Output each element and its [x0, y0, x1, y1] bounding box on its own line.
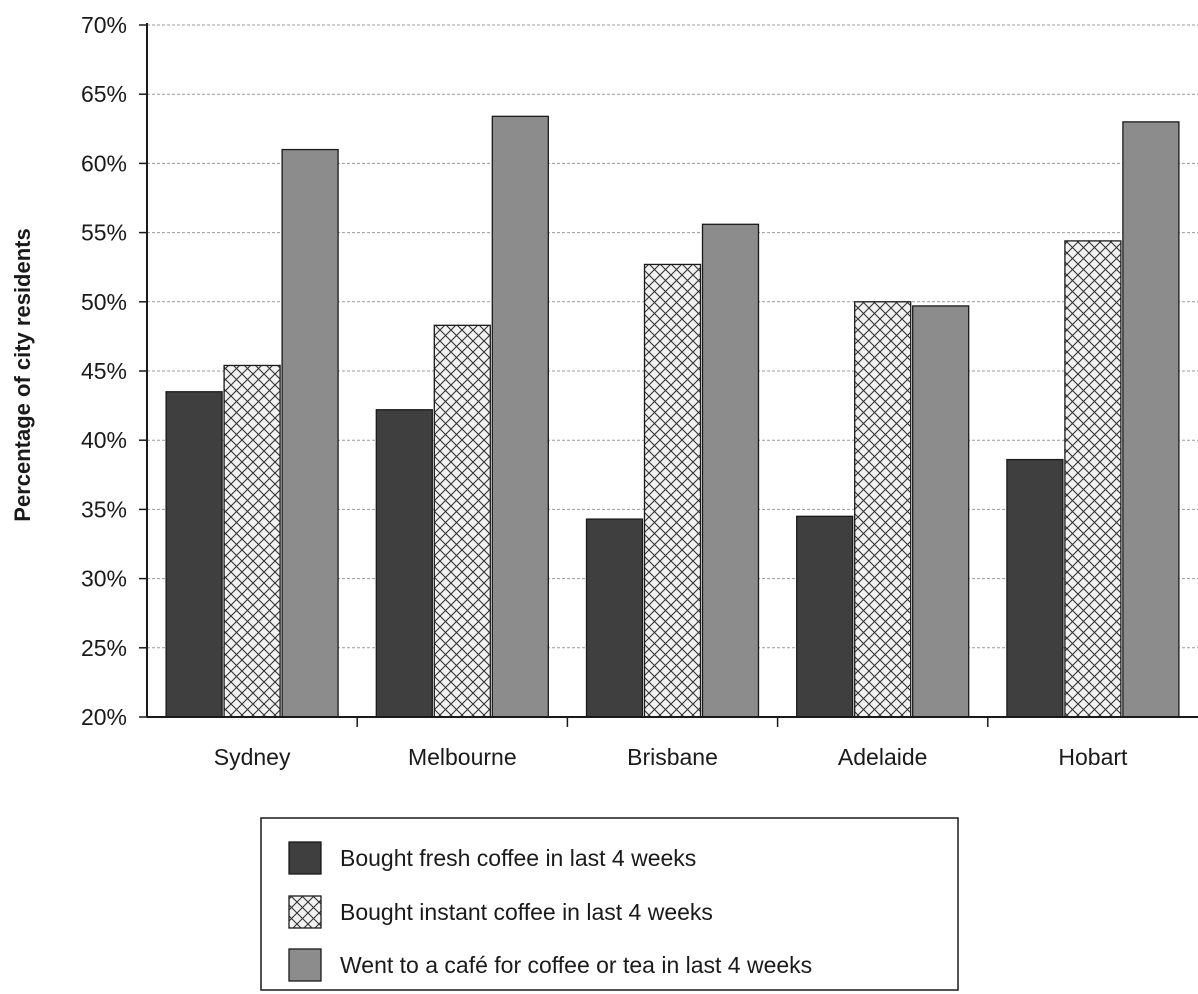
bars: [166, 116, 1179, 717]
y-tick-label: 55%: [81, 220, 127, 246]
y-tick-label: 20%: [81, 704, 127, 730]
bar: [645, 264, 701, 717]
y-tick-label: 70%: [81, 12, 127, 38]
y-tick-label: 50%: [81, 289, 127, 315]
legend-label: Bought fresh coffee in last 4 weeks: [340, 845, 696, 871]
legend-swatch: [289, 949, 321, 981]
y-tick-label: 30%: [81, 566, 127, 592]
legend: Bought fresh coffee in last 4 weeks Bough…: [261, 818, 958, 990]
y-tick-label: 60%: [81, 150, 127, 176]
x-category-label: Brisbane: [627, 744, 718, 770]
bar: [224, 365, 280, 717]
y-tick-labels: 20% 25% 30% 35% 40% 45% 50% 55% 60% 65% 70%: [81, 12, 127, 730]
y-tick-label: 35%: [81, 496, 127, 522]
bar: [1123, 122, 1179, 717]
bar: [797, 516, 853, 717]
y-tick-label: 25%: [81, 635, 127, 661]
bar: [492, 116, 548, 717]
legend-swatch: [289, 896, 321, 928]
bar: [166, 392, 222, 717]
x-category-label: Melbourne: [408, 744, 517, 770]
bar: [282, 150, 338, 717]
x-category-label: Sydney: [214, 744, 291, 770]
y-tick-label: 45%: [81, 358, 127, 384]
y-tick-label: 65%: [81, 81, 127, 107]
bar: [855, 302, 911, 717]
legend-label: Bought instant coffee in last 4 weeks: [340, 899, 713, 925]
legend-swatch: [289, 842, 321, 874]
bar: [376, 410, 432, 717]
bar: [434, 325, 490, 717]
y-tick-label: 40%: [81, 427, 127, 453]
bar: [1007, 460, 1063, 717]
y-axis-label: Percentage of city residents: [10, 228, 35, 521]
bar: [587, 519, 643, 717]
bar: [1065, 241, 1121, 717]
x-category-label: Hobart: [1058, 744, 1128, 770]
x-category-labels: Sydney Melbourne Brisbane Adelaide Hobart: [214, 744, 1128, 770]
x-category-label: Adelaide: [838, 744, 928, 770]
bar: [913, 306, 969, 717]
legend-label: Went to a café for coffee or tea in last…: [340, 952, 812, 978]
bar: [703, 224, 759, 717]
